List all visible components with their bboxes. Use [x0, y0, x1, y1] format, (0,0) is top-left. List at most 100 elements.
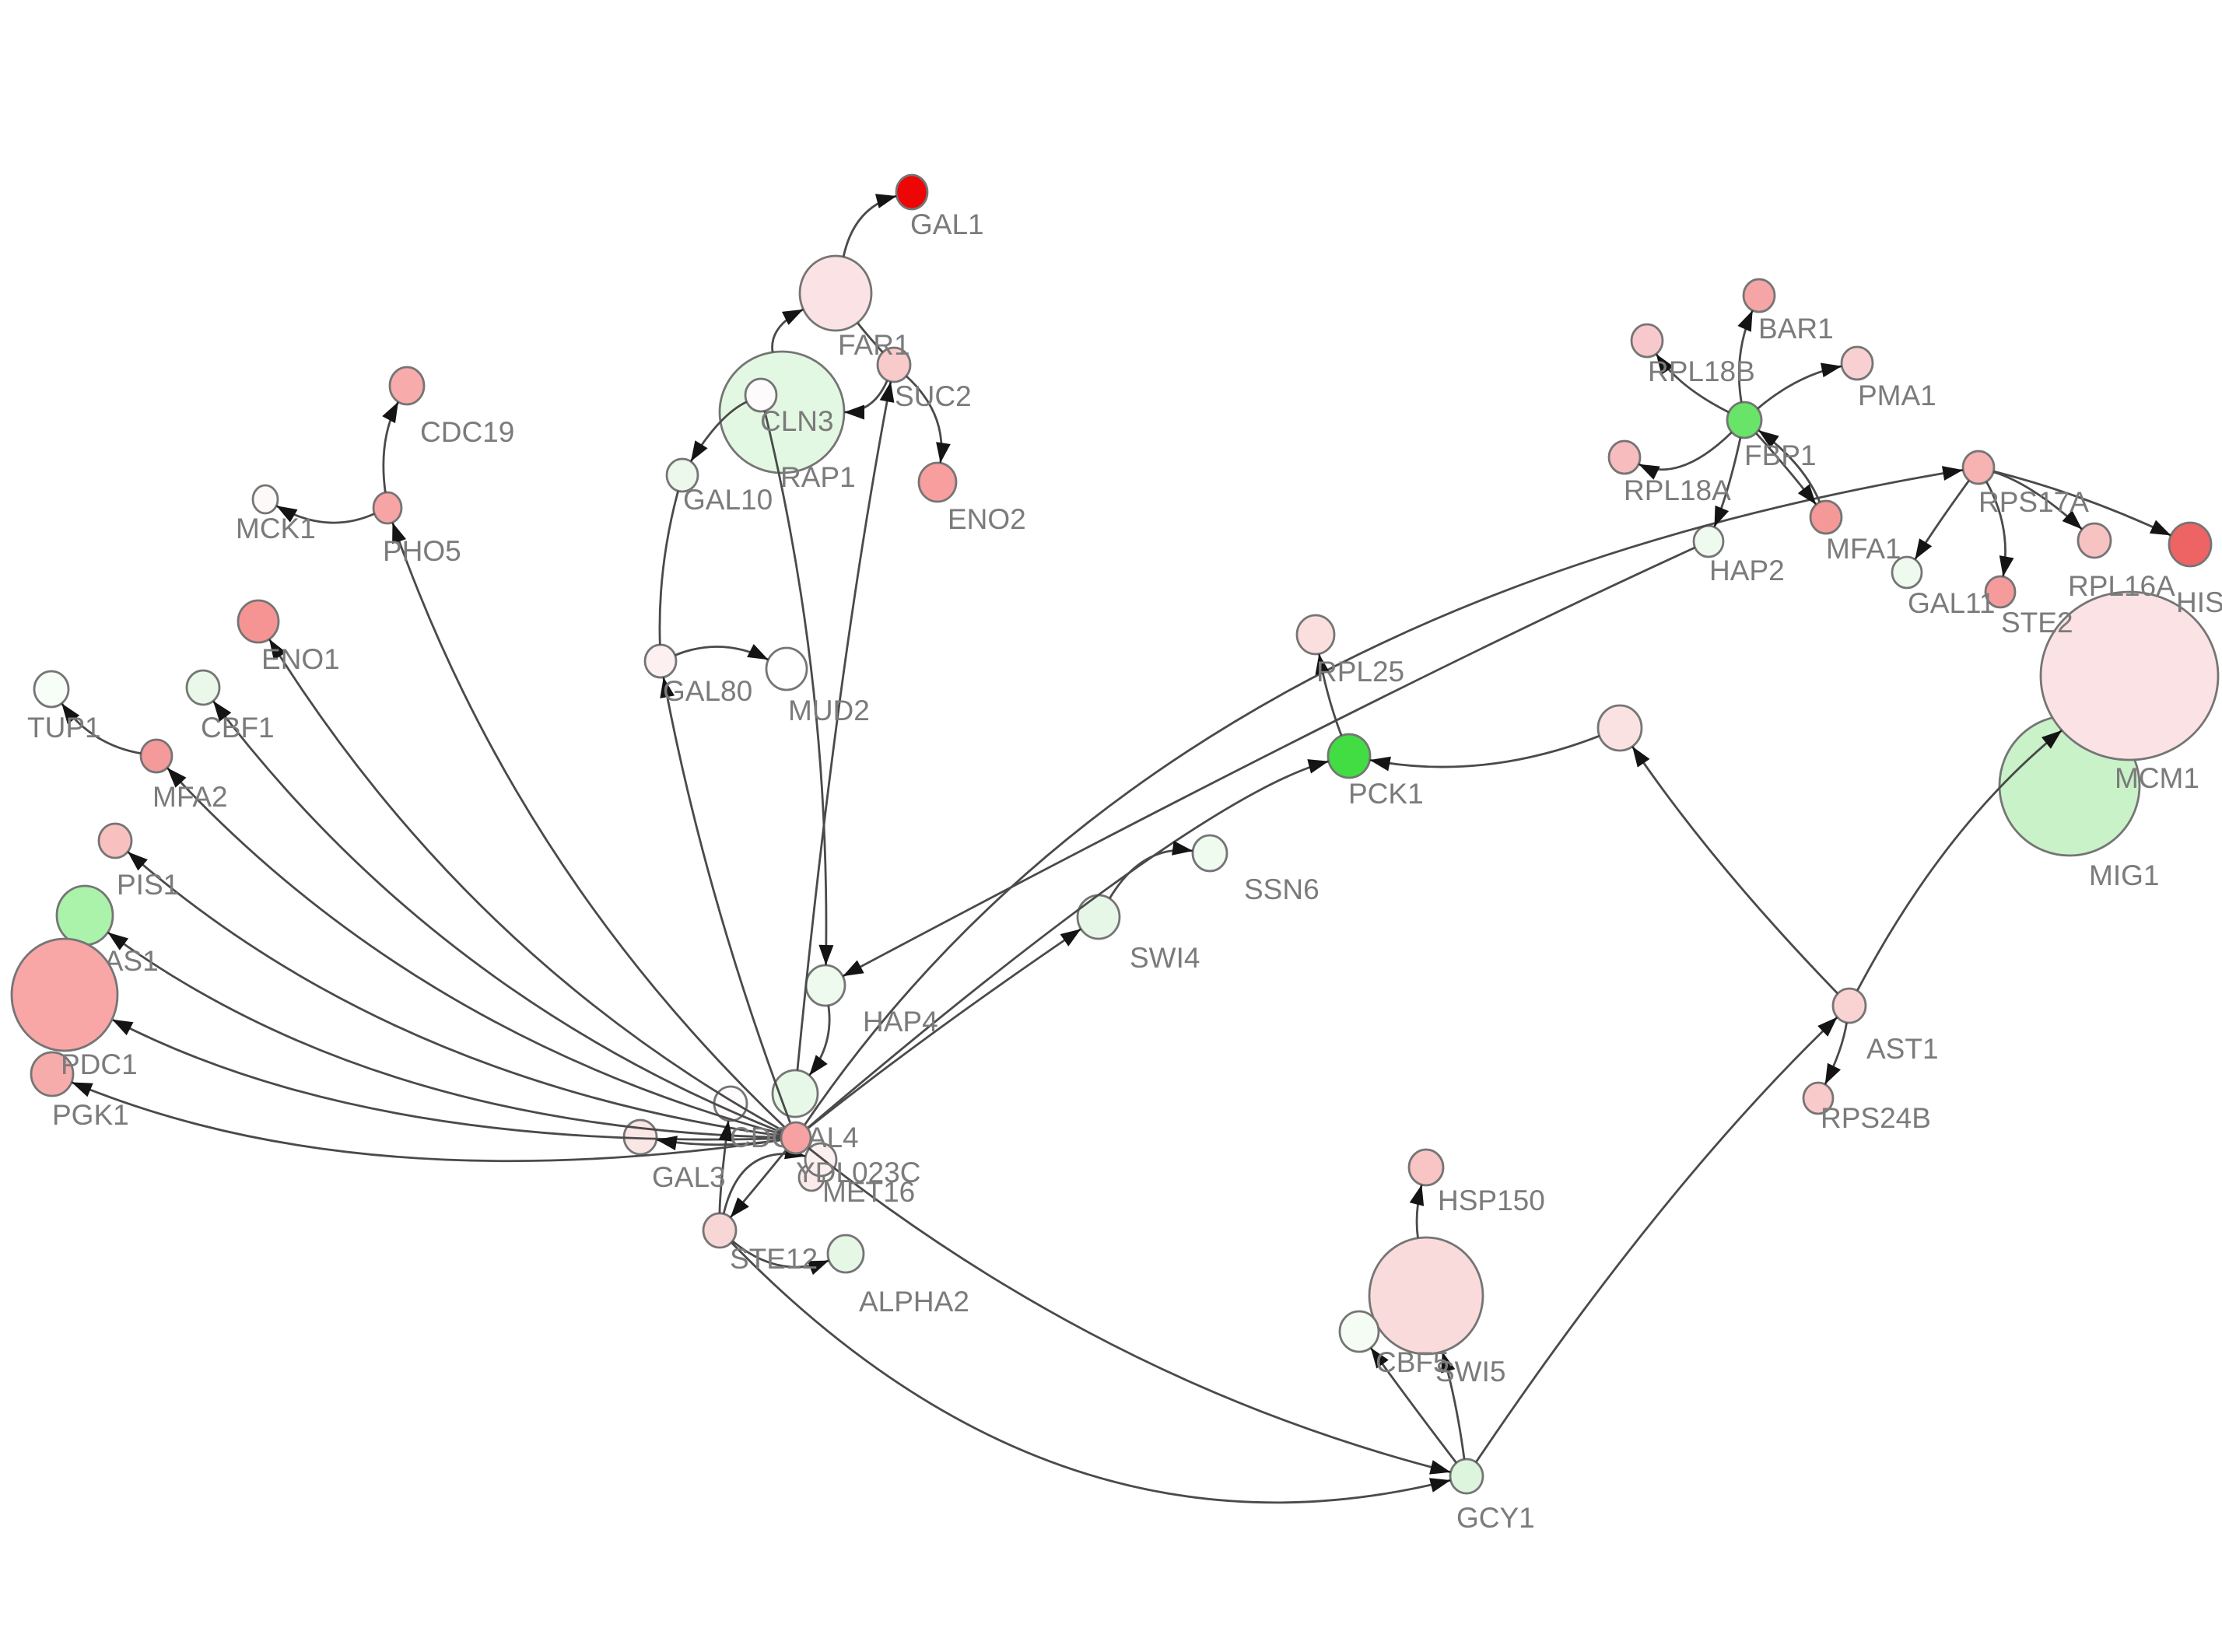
node-label-RPL25: RPL25 [1316, 656, 1404, 688]
edge-GAL4-GAL80[interactable] [662, 677, 792, 1124]
node-CBF1[interactable] [185, 669, 221, 706]
node-HIS4[interactable] [2168, 521, 2213, 568]
node-GAL1[interactable] [895, 173, 929, 211]
arrowhead-GAL4-RAS1 [107, 932, 129, 950]
node-STE2[interactable] [1984, 575, 2017, 609]
edge-GAL4-PIS1[interactable] [127, 851, 782, 1137]
arrowhead-RPS17A-STE2 [1999, 555, 2014, 577]
arrowhead-SWI5-HSP150 [1409, 1185, 1425, 1206]
node-label-ENO1: ENO1 [261, 643, 340, 675]
node-ENO2[interactable] [917, 461, 958, 503]
arrowhead-GAL4-PCK1 [1307, 759, 1329, 774]
edge-GAL4-MFA2[interactable] [166, 767, 782, 1136]
layer-edges [61, 194, 2172, 1504]
node-ENO1[interactable] [237, 599, 280, 644]
edge-GAL4-GCY1[interactable] [807, 1146, 1451, 1474]
node-label-CBF1: CBF1 [201, 712, 275, 744]
node-TUP1[interactable] [33, 670, 70, 709]
arrowhead-GAL4-PIS1 [128, 852, 148, 871]
node-SSN6[interactable] [1191, 834, 1228, 873]
node-MCM1[interactable] [2039, 590, 2220, 761]
edge-GAL4-PGK1[interactable] [71, 1081, 782, 1163]
node-AST1[interactable] [1831, 987, 1867, 1024]
node-GCY1[interactable] [1449, 1458, 1484, 1495]
node-RPL25[interactable] [1295, 614, 1336, 656]
node-RPL18B[interactable] [1630, 323, 1664, 359]
node-label-PDC1: PDC1 [61, 1048, 138, 1080]
node-label-CBF5: CBF5 [1376, 1346, 1449, 1378]
edge-GCY1-AST1[interactable] [1474, 1016, 1838, 1463]
node-PHO5[interactable] [372, 491, 403, 525]
node-GAL11[interactable] [1891, 555, 1923, 590]
edge-HAP2-HAP4[interactable] [842, 546, 1696, 978]
node-GAL80[interactable] [643, 643, 678, 679]
node-PIS1[interactable] [97, 822, 133, 859]
node-MCK1[interactable] [251, 484, 279, 515]
edge-GAL4-CBF1[interactable] [212, 700, 783, 1134]
edge-GAL4-RAS1[interactable] [107, 931, 782, 1139]
edge-SUC2-CLN3[interactable] [843, 380, 888, 414]
arrowhead-AST1-MCM1 [2042, 730, 2063, 749]
node-PCK1[interactable] [1327, 733, 1372, 779]
node-HAP4[interactable] [804, 964, 846, 1007]
node-label-AST1: AST1 [1866, 1033, 1939, 1065]
edge-FBP1-RPL18A[interactable] [1638, 431, 1733, 471]
node-PDC1[interactable] [10, 937, 119, 1052]
arrowhead-FAR1-GAL1 [875, 194, 897, 208]
edge-GAL4-PDC1[interactable] [111, 1018, 782, 1141]
arrowhead-MFA1-FBP1 [1758, 430, 1779, 448]
node-label-MUD2: MUD2 [788, 695, 870, 726]
arrowhead-GAL4-GAL3 [656, 1136, 678, 1150]
node-PINKU[interactable] [1596, 704, 1643, 752]
arrowhead-FBP1-BAR1 [1737, 310, 1753, 332]
node-MFA1[interactable] [1809, 499, 1843, 535]
node-RAP1[interactable] [744, 377, 778, 413]
edge-GAL4-RPS17A[interactable] [803, 468, 1964, 1126]
node-RAS1[interactable] [55, 884, 114, 947]
node-label-HAP2: HAP2 [1709, 555, 1785, 586]
node-MUD2[interactable] [765, 646, 808, 691]
node-label-MET16: MET16 [822, 1176, 915, 1208]
node-GAL4[interactable] [780, 1121, 812, 1155]
edge-GAL4-ENO1[interactable] [268, 638, 783, 1132]
edge-GAL4-PHO5[interactable] [391, 522, 786, 1129]
node-label-GAL3: GAL3 [652, 1161, 726, 1193]
edge-FAR1-GAL1[interactable] [842, 194, 897, 257]
edge-GAL10-GAL80[interactable] [658, 490, 679, 646]
node-SUC2[interactable] [876, 346, 912, 383]
node-PMA1[interactable] [1840, 345, 1874, 381]
node-ALPHA2[interactable] [826, 1234, 865, 1274]
node-RPL18A[interactable] [1607, 439, 1642, 475]
arrowhead-RAP1-HAP4 [818, 944, 834, 965]
node-FAR1[interactable] [798, 254, 873, 332]
node-SWI5[interactable] [1368, 1236, 1484, 1356]
edge-PINKU-PCK1[interactable] [1369, 734, 1600, 768]
edge-SWI4-SSN6[interactable] [1108, 849, 1193, 899]
edge-AST1-PINKU[interactable] [1631, 745, 1839, 995]
node-RPL16A[interactable] [2077, 522, 2112, 559]
edge-RPS17A-HIS4[interactable] [1993, 470, 2172, 537]
node-MFA2[interactable] [139, 738, 173, 774]
edge-STE12-GCY1[interactable] [730, 1241, 1451, 1504]
node-SWI4[interactable] [1076, 894, 1121, 940]
edge-GAL4-SWI4[interactable] [807, 928, 1082, 1129]
node-RPS24B[interactable] [1802, 1081, 1835, 1115]
node-CBF5[interactable] [1338, 1310, 1380, 1353]
node-label-MFA2: MFA2 [152, 781, 228, 813]
node-PGK1[interactable] [30, 1051, 75, 1097]
node-RPS17A[interactable] [1961, 450, 1996, 485]
node-CDC19[interactable] [388, 366, 426, 406]
edge-AST1-MCM1[interactable] [1856, 729, 2063, 992]
node-GAL10[interactable] [665, 457, 699, 493]
node-BAR1[interactable] [1742, 278, 1776, 313]
node-label-GAL1: GAL1 [910, 208, 984, 240]
edge-RAP1-HAP4[interactable] [763, 411, 828, 966]
edge-HUBG-SUC2[interactable] [796, 381, 892, 1071]
node-FBP1[interactable] [1726, 401, 1763, 439]
node-HAP2[interactable] [1692, 524, 1725, 558]
edge-FAR1-SUC2[interactable] [857, 322, 884, 353]
node-label-TUP1: TUP1 [27, 712, 101, 744]
node-HSP150[interactable] [1407, 1148, 1445, 1187]
